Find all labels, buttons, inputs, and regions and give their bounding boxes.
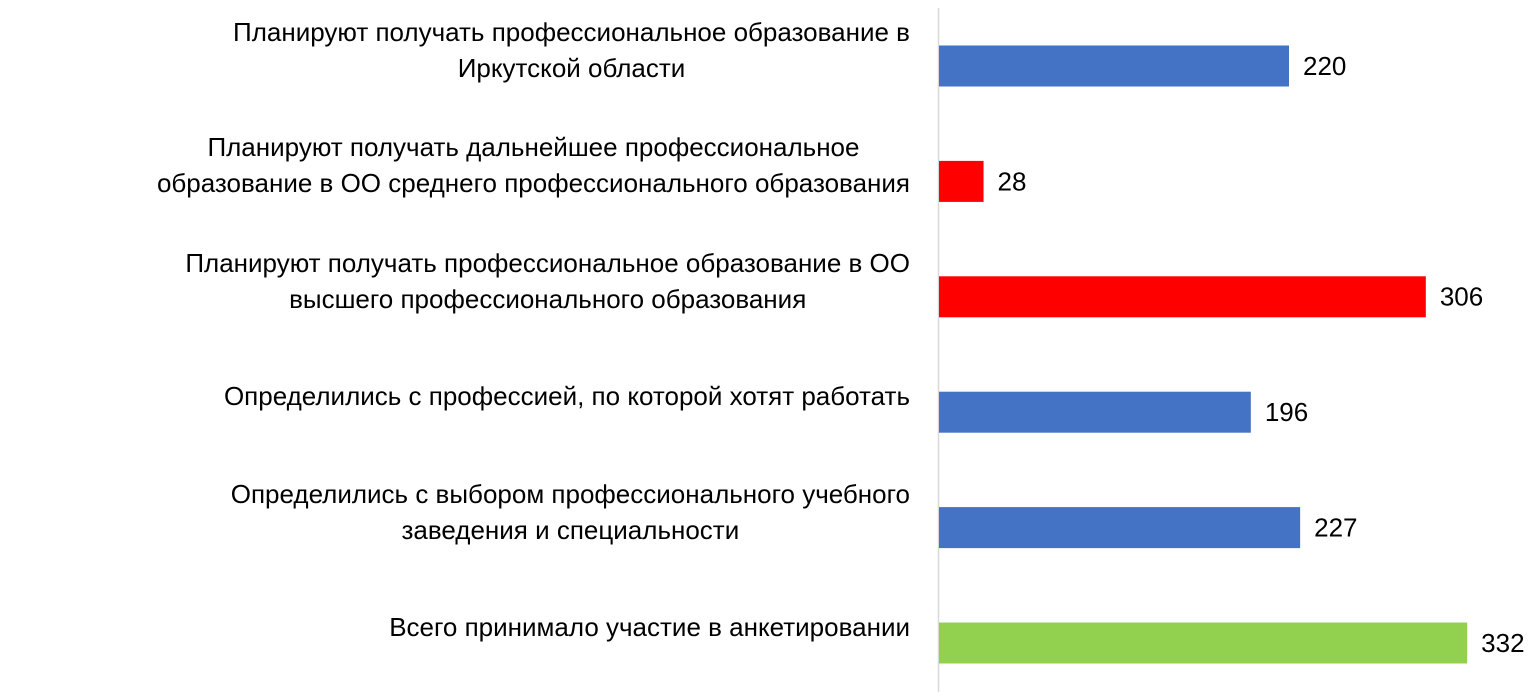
category-label: Определились с выбором профессионального… xyxy=(230,478,910,545)
bar xyxy=(939,276,1426,318)
data-label: 28 xyxy=(998,166,1027,196)
bar xyxy=(939,45,1289,87)
bar xyxy=(939,391,1251,433)
bar xyxy=(939,622,1468,664)
data-label: 306 xyxy=(1440,282,1483,312)
data-label: 196 xyxy=(1265,397,1308,427)
data-label: 227 xyxy=(1314,512,1357,542)
bar xyxy=(939,507,1301,549)
category-label: Всего принимало участие в анкетировании xyxy=(389,612,910,642)
bar xyxy=(939,160,984,202)
category-label: Определились с профессией, по которой хо… xyxy=(223,381,910,412)
data-label: 332 xyxy=(1481,628,1524,658)
category-label: Планируют получать профессиональное обра… xyxy=(185,247,910,314)
category-label: Планируют получать дальнейшее профессион… xyxy=(156,132,910,199)
category-label: Планируют получать профессиональное обра… xyxy=(233,17,910,83)
data-label: 220 xyxy=(1303,51,1346,81)
